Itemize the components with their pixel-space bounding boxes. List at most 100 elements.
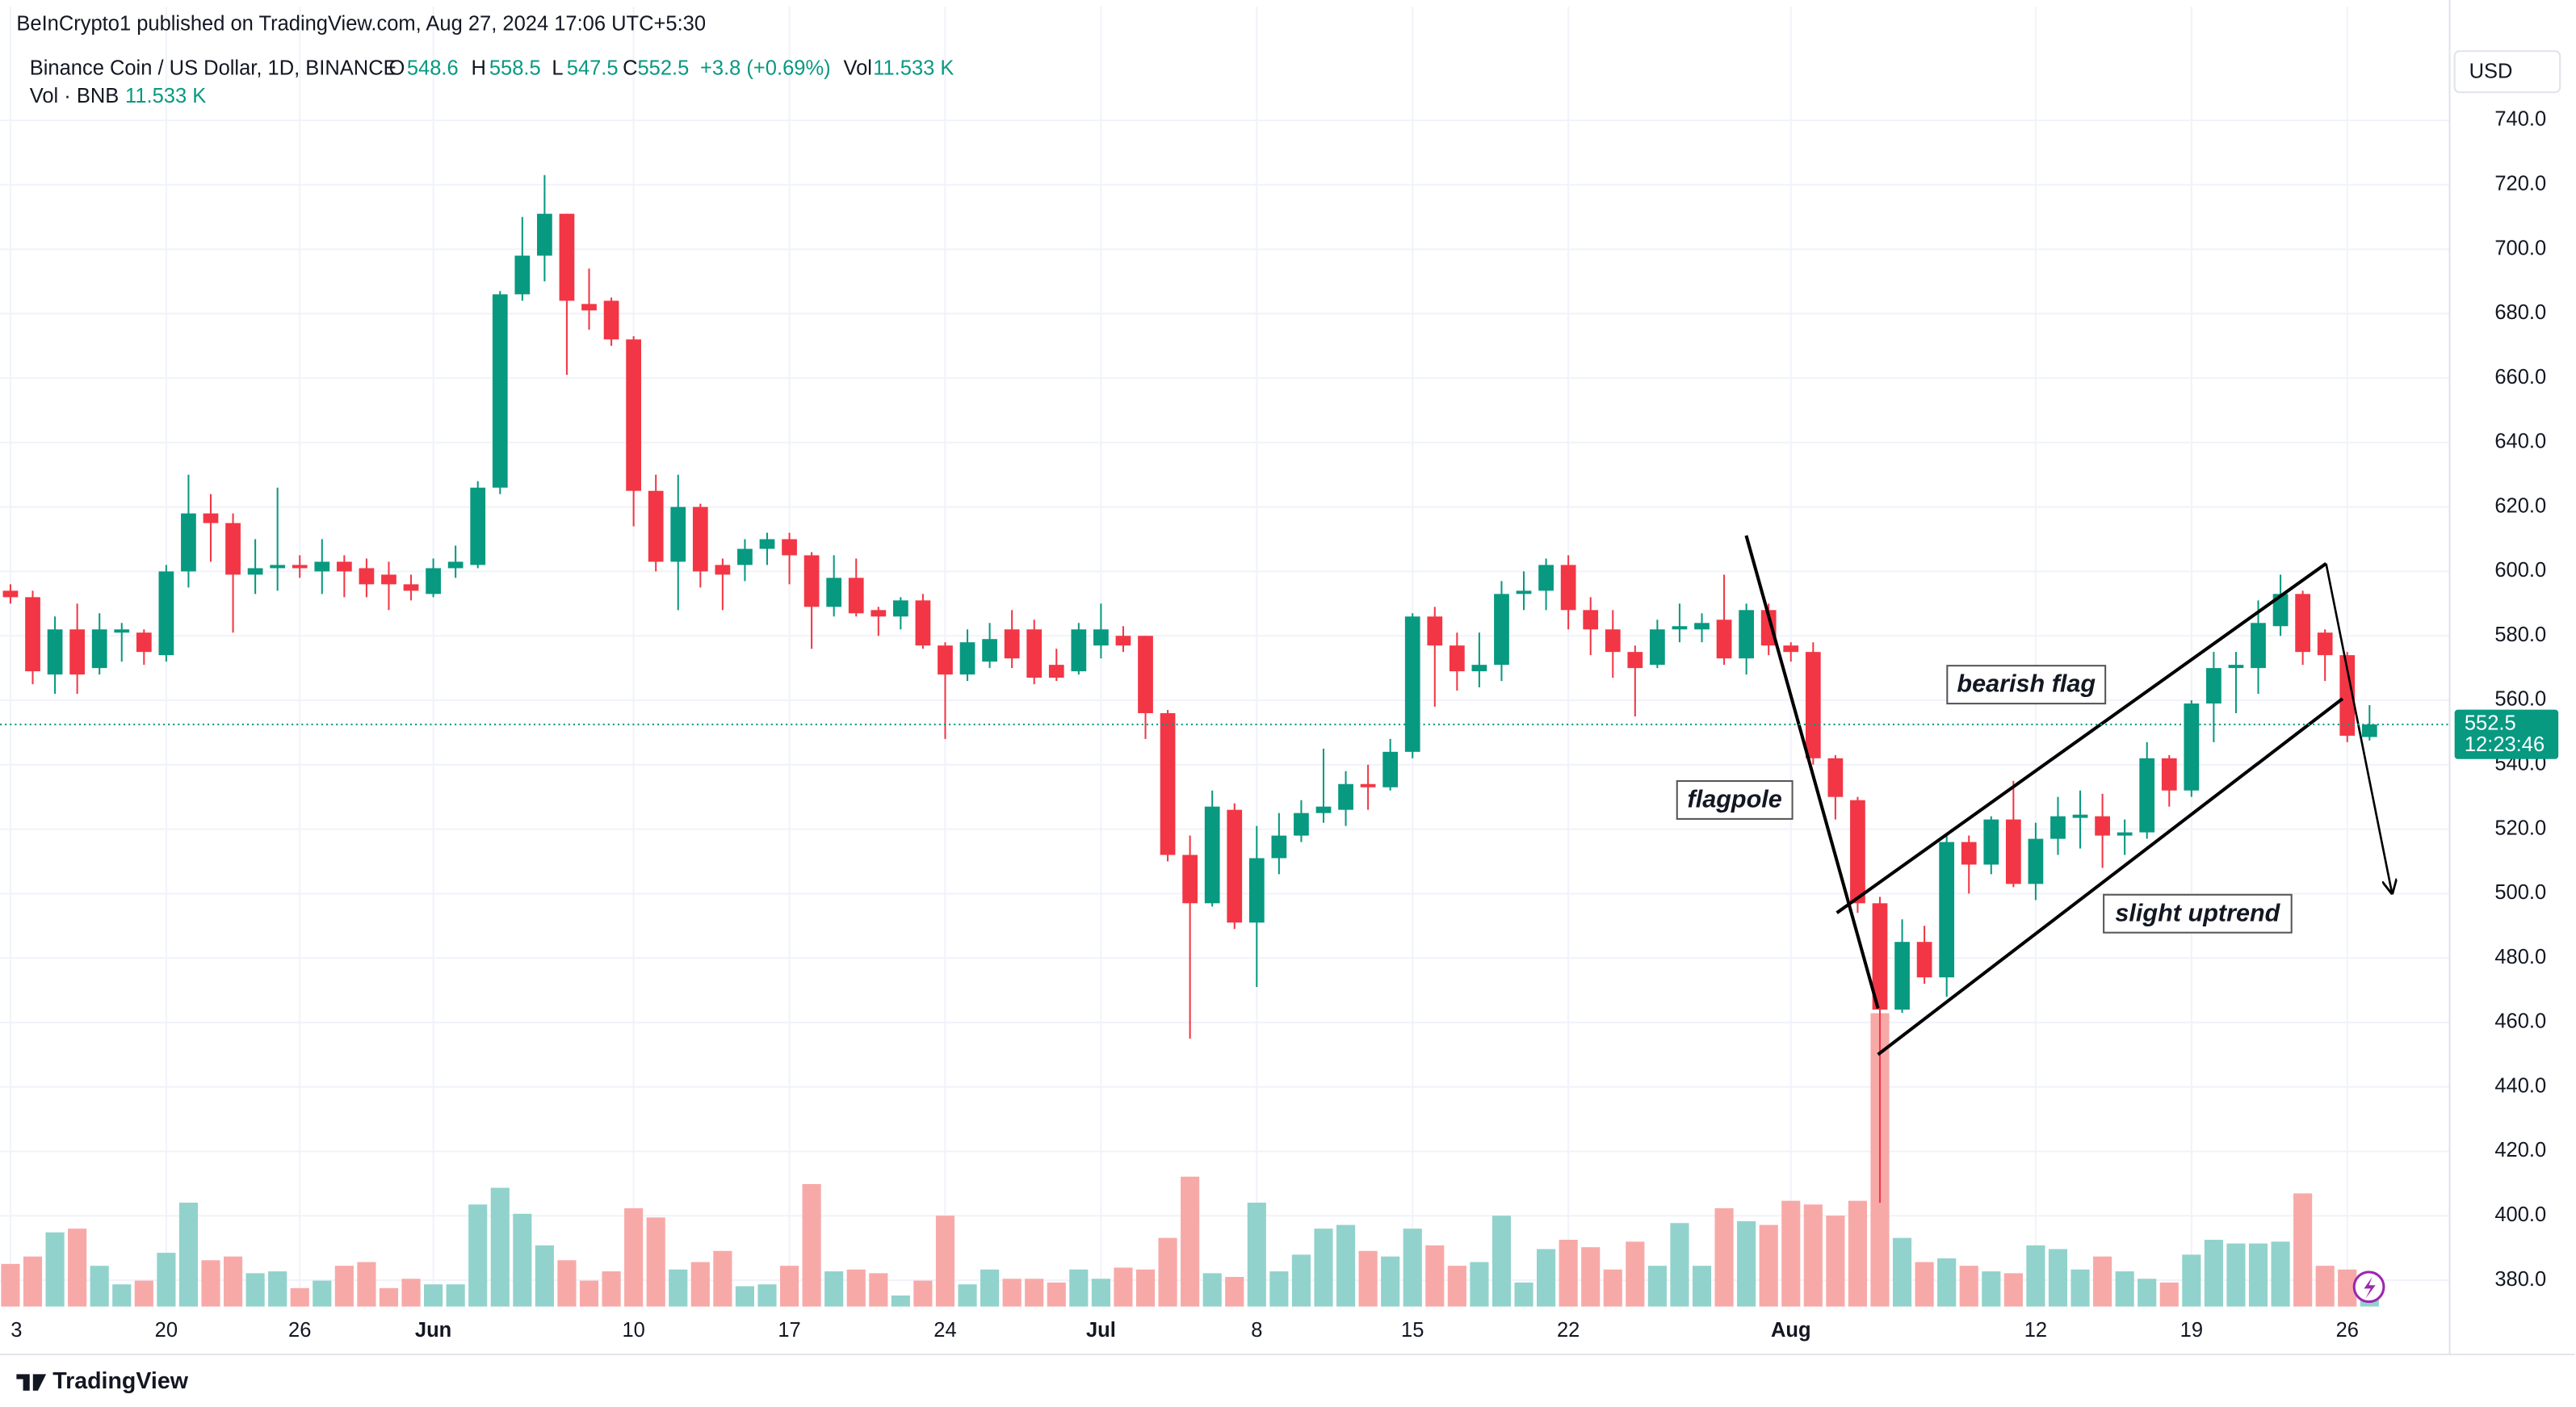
volume-bar — [201, 1260, 220, 1307]
currency-button[interactable] — [2453, 50, 2561, 94]
volume-bar — [1403, 1228, 1422, 1307]
candle-body — [1783, 645, 1799, 653]
y-tick-label: 660.0 — [2494, 366, 2546, 388]
candle-body — [225, 523, 241, 575]
candle-body — [1315, 806, 1332, 813]
candle-body — [1694, 623, 1710, 630]
volume-bar — [223, 1256, 243, 1307]
candle-body — [1449, 645, 1465, 672]
candle-body — [715, 565, 731, 575]
candle-body — [2, 590, 19, 598]
flagpole-line — [1744, 535, 1880, 1010]
volume-bar — [557, 1260, 577, 1307]
volume-bar — [935, 1216, 955, 1307]
x-tick-label: 3 — [10, 1319, 22, 1342]
candle-body — [1872, 903, 1888, 1010]
volume-bar — [846, 1269, 866, 1307]
candle-body — [1248, 858, 1265, 923]
volume-bar — [2159, 1282, 2179, 1307]
volume-bar — [980, 1269, 1000, 1307]
y-tick-label: 420.0 — [2494, 1139, 2546, 1161]
candle-body — [91, 629, 107, 669]
candle-body — [1716, 620, 1732, 659]
y-tick-label: 500.0 — [2494, 881, 2546, 904]
volume-bar — [1202, 1273, 1222, 1307]
volume-bar — [2271, 1241, 2290, 1307]
volume-bar — [579, 1280, 599, 1307]
candle-body — [959, 642, 975, 675]
channel-lower — [1877, 697, 2344, 1056]
volume-bar — [891, 1295, 910, 1307]
x-tick-label: 10 — [622, 1319, 644, 1342]
published-note: BeInCrypto1 published on TradingView.com… — [16, 12, 706, 35]
y-tick-label: 440.0 — [2494, 1074, 2546, 1097]
volume-bar — [779, 1266, 799, 1307]
candle-body — [1894, 942, 1910, 1010]
candle-body — [1939, 842, 1955, 978]
candle-body — [1048, 665, 1064, 678]
volume-bar — [1, 1263, 20, 1307]
volume-bar — [757, 1284, 777, 1307]
candle-body — [1627, 652, 1643, 669]
annotation-box — [1946, 665, 2107, 705]
candle-body — [2005, 819, 2021, 884]
candle-body — [1204, 806, 1220, 904]
volume-bar — [1247, 1202, 1266, 1307]
volume-bar — [2293, 1193, 2313, 1307]
candle-body — [915, 600, 931, 646]
candle-body — [848, 578, 864, 614]
volume-bar — [2048, 1249, 2068, 1307]
vol-key: Vol — [843, 57, 871, 79]
volume-bar — [446, 1284, 465, 1307]
candle-body — [1160, 712, 1176, 855]
volume-bar — [290, 1287, 309, 1307]
candle-body — [1961, 842, 1977, 865]
volume-bar — [1025, 1279, 1044, 1307]
volume-bar — [958, 1284, 977, 1307]
ohlc-key: O — [388, 57, 405, 79]
x-tick-label: 12 — [2024, 1319, 2047, 1342]
volume-bar — [2138, 1279, 2157, 1307]
candle-body — [203, 513, 219, 523]
candle-body — [314, 561, 330, 572]
alert-bolt — [2364, 1277, 2376, 1299]
volume-bar — [1737, 1220, 1756, 1307]
x-tick-label: Aug — [1771, 1319, 1811, 1342]
candle-body — [292, 565, 308, 569]
volume-bar — [1647, 1266, 1667, 1307]
candle-body — [626, 339, 642, 491]
x-tick-label: 22 — [1557, 1319, 1580, 1342]
candle-body — [826, 578, 842, 607]
candle-body — [1071, 629, 1087, 672]
volume-bar — [45, 1232, 65, 1307]
candle-body — [2317, 632, 2333, 656]
volume-bar — [1181, 1176, 1200, 1307]
annotation-box — [1676, 779, 1794, 820]
currency[interactable]: USD — [2469, 61, 2513, 83]
x-tick-label: 15 — [1401, 1319, 1424, 1342]
volume-bar — [2204, 1239, 2223, 1307]
volume-bar — [490, 1187, 510, 1307]
y-tick-label: 580.0 — [2494, 624, 2546, 646]
volume-bar — [1603, 1269, 1622, 1307]
volume-bar — [2248, 1243, 2268, 1307]
volume-bar — [1470, 1262, 1489, 1307]
y-tick-label: 480.0 — [2494, 946, 2546, 968]
volume-bar — [1158, 1237, 1177, 1307]
volume-bar — [1358, 1250, 1378, 1307]
candle-body — [1739, 610, 1755, 659]
candle-body — [403, 584, 419, 591]
x-tick-label: Jul — [1086, 1319, 1116, 1342]
volume-bar — [1559, 1239, 1578, 1307]
projection-arrow — [2325, 563, 2393, 893]
volume-bar — [1781, 1200, 1801, 1307]
candle-body — [938, 645, 953, 675]
annotation: flagpole — [1688, 786, 1782, 813]
volume-bar — [424, 1284, 443, 1307]
volume-bar — [1759, 1224, 1778, 1307]
candle-body — [1471, 665, 1487, 672]
volume-bar — [1514, 1282, 1533, 1307]
volume-bar — [134, 1280, 153, 1307]
candle-body — [871, 610, 887, 617]
